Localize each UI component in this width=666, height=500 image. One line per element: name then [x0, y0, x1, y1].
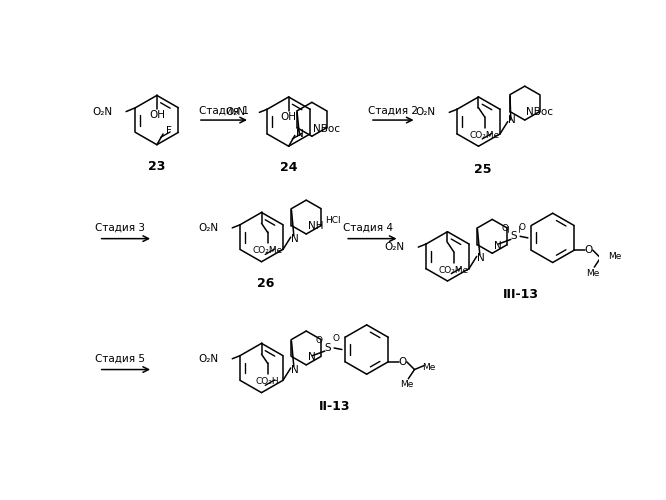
Text: N: N	[507, 115, 515, 125]
Text: N: N	[477, 253, 484, 263]
Text: CO₂Me: CO₂Me	[470, 131, 500, 140]
Text: O₂N: O₂N	[198, 354, 218, 364]
Text: Me: Me	[586, 269, 599, 278]
Text: NBoc: NBoc	[314, 124, 340, 134]
Text: N: N	[291, 234, 298, 243]
Text: Стадия 1: Стадия 1	[198, 106, 248, 116]
Text: N: N	[291, 364, 298, 374]
Text: CO₂Me: CO₂Me	[439, 266, 469, 274]
Text: F: F	[166, 126, 171, 136]
Text: Me: Me	[422, 364, 435, 372]
Text: HCl: HCl	[325, 216, 340, 224]
Text: O: O	[501, 224, 508, 233]
Text: O₂N: O₂N	[384, 242, 404, 252]
Text: S: S	[511, 232, 517, 241]
Text: O: O	[585, 245, 593, 255]
Text: Me: Me	[400, 380, 414, 390]
Text: S: S	[324, 343, 331, 353]
Text: Стадия 4: Стадия 4	[344, 223, 394, 233]
Text: 26: 26	[256, 277, 274, 290]
Text: Стадия 5: Стадия 5	[95, 354, 145, 364]
Text: CO₂Me: CO₂Me	[252, 246, 283, 256]
Text: NBoc: NBoc	[526, 108, 553, 118]
Text: III-13: III-13	[503, 288, 539, 302]
Text: Me: Me	[608, 252, 621, 261]
Text: N: N	[494, 240, 501, 250]
Text: 25: 25	[474, 163, 491, 176]
Text: O₂N: O₂N	[415, 108, 436, 118]
Text: CO₂H: CO₂H	[256, 378, 280, 386]
Text: II-13: II-13	[320, 400, 351, 413]
Text: O: O	[399, 357, 407, 367]
Text: O: O	[315, 336, 322, 345]
Text: OH: OH	[149, 110, 165, 120]
Text: 24: 24	[280, 162, 298, 174]
Text: NH: NH	[308, 222, 323, 232]
Text: O₂N: O₂N	[92, 106, 112, 117]
Text: 23: 23	[149, 160, 166, 173]
Text: N: N	[296, 129, 303, 139]
Text: Стадия 3: Стадия 3	[95, 223, 145, 233]
Text: O₂N: O₂N	[225, 108, 246, 118]
Text: O: O	[332, 334, 339, 343]
Text: N: N	[308, 352, 316, 362]
Text: O: O	[518, 222, 525, 232]
Text: OH: OH	[280, 112, 296, 122]
Text: Стадия 2: Стадия 2	[368, 106, 418, 116]
Text: O₂N: O₂N	[198, 223, 218, 233]
